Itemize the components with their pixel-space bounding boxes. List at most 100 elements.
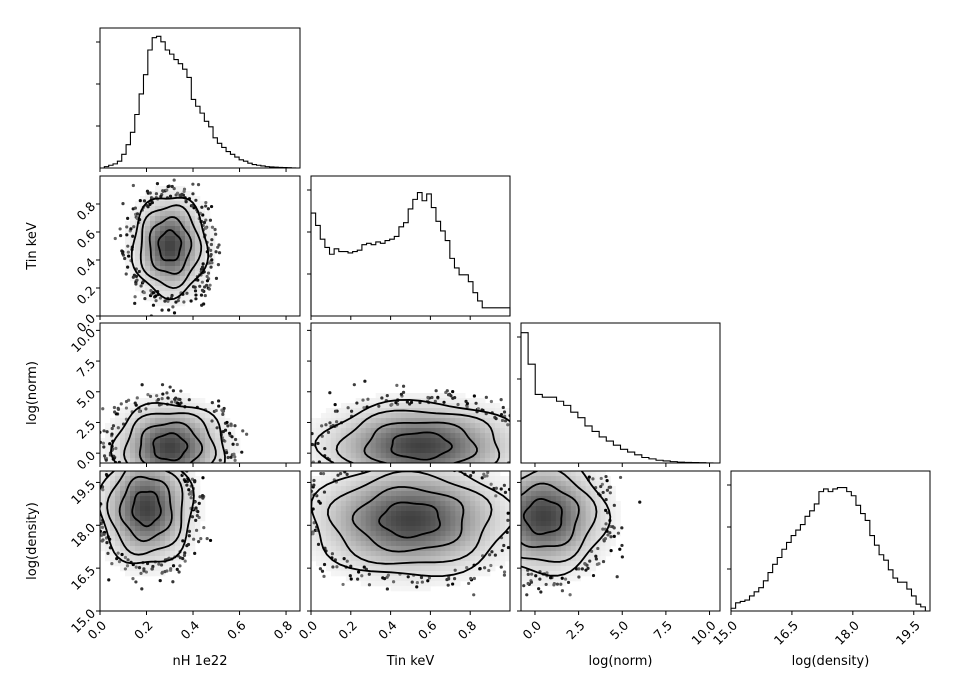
density-cell [195, 226, 201, 232]
density-cell [335, 458, 342, 463]
scatter-point [94, 578, 97, 581]
scatter-point [105, 430, 109, 434]
contour-level-2 [106, 471, 184, 556]
scatter-point [151, 564, 155, 569]
scatter-point [140, 383, 144, 387]
density-cell [550, 561, 557, 567]
density-cell [400, 546, 406, 552]
density-cell [490, 546, 496, 552]
density-cell [405, 546, 411, 552]
density-cell [400, 541, 406, 547]
panel-frame [520, 470, 721, 612]
scatter-point [322, 490, 327, 494]
density-cell [605, 521, 611, 527]
density-cell [130, 266, 136, 272]
density-cell [375, 541, 381, 547]
density-cell [145, 443, 151, 449]
density-cell [135, 506, 141, 512]
density-cell [325, 561, 332, 567]
density-cell [425, 408, 431, 414]
density-cell [140, 423, 146, 429]
density-cell [130, 458, 136, 463]
density-cell [465, 571, 471, 577]
density-cell [170, 476, 176, 482]
scatter-point [526, 572, 530, 577]
density-cell [160, 266, 166, 272]
density-cell [335, 536, 342, 542]
density-cell [135, 286, 141, 292]
density-cell [570, 551, 577, 557]
density-cell [340, 403, 347, 409]
density-cell [440, 408, 446, 414]
density-cell [215, 448, 221, 454]
scatter-point [222, 406, 226, 411]
density-cell [505, 408, 510, 414]
density-cell [311, 496, 317, 502]
scatter-point [139, 571, 143, 575]
density-cell [530, 581, 537, 587]
density-cell [565, 571, 572, 577]
density-cell [140, 481, 146, 487]
density-cell [200, 428, 206, 434]
density-cell [195, 241, 201, 247]
density-cell [195, 261, 201, 267]
density-cell [435, 531, 441, 537]
density-cell [350, 453, 357, 459]
density-cell [355, 536, 362, 542]
scatter-point [126, 216, 130, 220]
density-cell [575, 516, 581, 522]
contour-level-3 [100, 471, 195, 565]
density-cell [135, 526, 141, 532]
scatter-point [320, 434, 324, 438]
density-cell [140, 516, 146, 522]
density-cell [560, 521, 567, 527]
density-cell [450, 443, 456, 449]
scatter-point [171, 564, 176, 568]
density-cell [145, 241, 151, 247]
density-cell [405, 531, 411, 537]
density-cell [185, 408, 191, 414]
density-cell [365, 408, 371, 414]
density-cell [595, 496, 601, 502]
density-cell [405, 418, 411, 424]
density-cell [110, 541, 116, 547]
density-cell [210, 453, 216, 459]
density-cell [390, 393, 396, 399]
density-cell [385, 453, 391, 459]
scatter-point [159, 563, 164, 567]
density-cell [560, 551, 567, 557]
contour-level-0 [131, 490, 162, 528]
density-cell [460, 408, 466, 414]
density-cell [490, 526, 496, 532]
density-cell [200, 206, 206, 212]
density-cell [155, 408, 161, 414]
scatter-point [200, 480, 203, 483]
scatter-point [452, 467, 455, 470]
density-cell [155, 276, 161, 282]
density-cell [430, 531, 436, 537]
scatter-point [562, 441, 565, 444]
density-cell [195, 433, 201, 439]
density-cell [535, 516, 542, 522]
density-cell [450, 541, 456, 547]
density-cell [135, 281, 141, 287]
density-cell [190, 398, 196, 404]
density-cell [375, 556, 381, 562]
density-cell [570, 546, 577, 552]
density-cell [560, 481, 567, 487]
density-cell [190, 231, 196, 237]
density-cell [370, 571, 376, 577]
scatter-point [213, 474, 216, 477]
density-cell [450, 546, 456, 552]
density-cell [410, 471, 416, 477]
density-cell [145, 206, 151, 212]
density-cell [130, 486, 136, 492]
density-cell [125, 453, 131, 459]
density-cell [470, 561, 476, 567]
density-cell [410, 531, 416, 537]
density-cell [145, 556, 151, 562]
density-cell [465, 408, 471, 414]
density-cell [110, 511, 116, 517]
density-cell [405, 458, 411, 463]
density-cell [570, 536, 577, 542]
